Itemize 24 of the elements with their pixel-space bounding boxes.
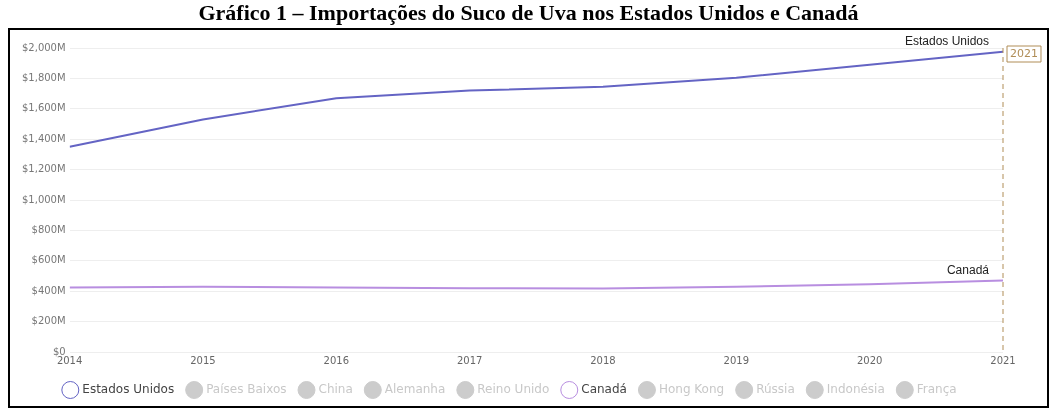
y-tick-label: $600M: [31, 254, 66, 266]
x-tick-label: 2017: [456, 354, 483, 366]
y-tick-label: $0: [52, 345, 66, 357]
chart-title: Gráfico 1 – Importações do Suco de Uva nos Estados Unidos e Canadá: [197, 0, 860, 26]
ref-line-label: 2021: [1010, 46, 1038, 60]
x-tick-label: 2016: [323, 354, 350, 366]
y-tick-label: $400M: [31, 284, 66, 296]
x-tick-label: 2021: [990, 354, 1016, 366]
x-tick-label: 2019: [723, 354, 750, 366]
text: Canadá: [946, 262, 989, 277]
y-tick-label: $1,400M: [21, 132, 66, 144]
text: Estados Unidos: [904, 34, 989, 49]
y-tick-label: $2,000M: [21, 41, 66, 53]
y-tick-label: $1,600M: [21, 102, 66, 114]
y-tick-label: $1,000M: [21, 193, 66, 205]
y-tick-label: $800M: [31, 223, 66, 235]
y-tick-label: $200M: [31, 315, 66, 327]
x-tick-label: 2015: [190, 354, 216, 366]
legend-label: Estados Unidos: [82, 382, 175, 397]
y-tick-label: $1,800M: [21, 71, 66, 83]
x-tick-label: 2020: [856, 354, 883, 366]
y-tick-label: $1,200M: [21, 163, 66, 175]
legend-label: Canadá: [581, 382, 627, 397]
x-tick-label: 2018: [590, 354, 616, 366]
